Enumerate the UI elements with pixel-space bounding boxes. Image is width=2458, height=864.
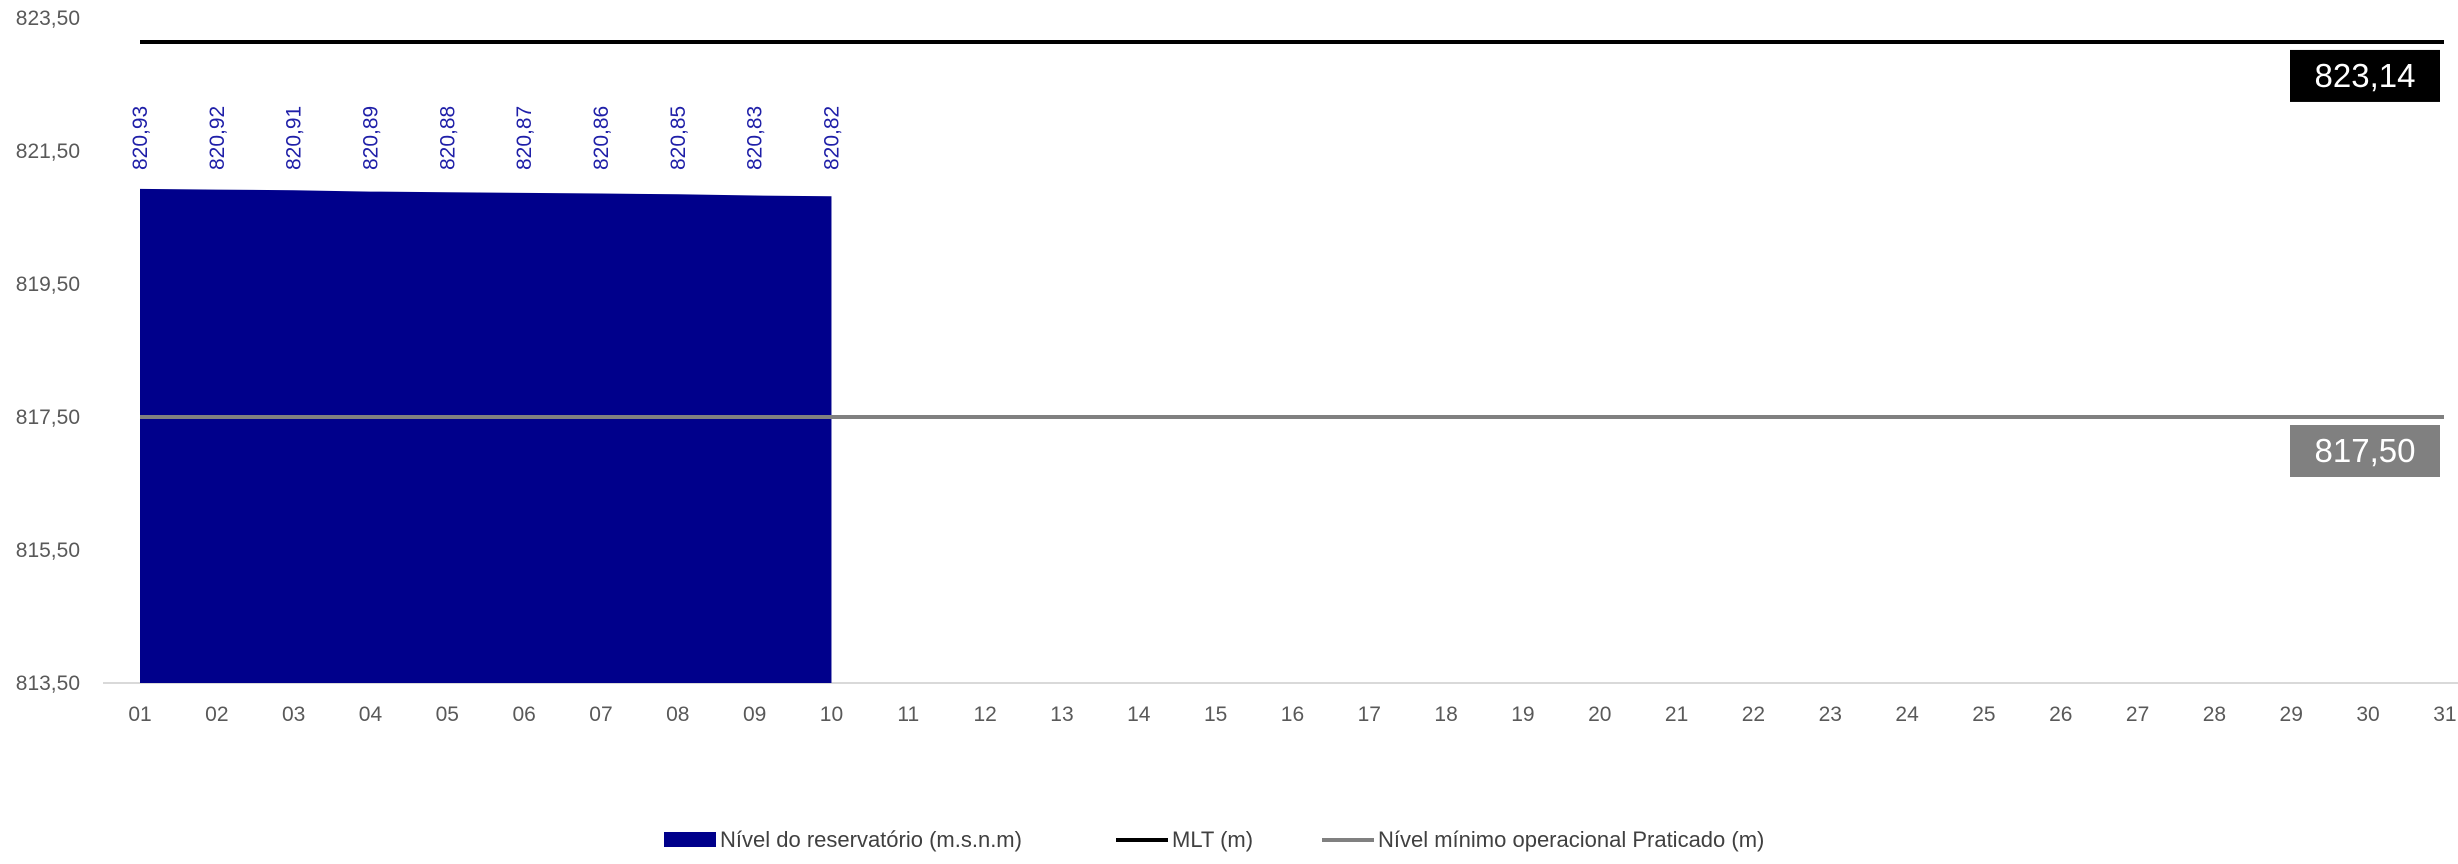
- x-tick-label: 08: [666, 703, 689, 726]
- x-tick-label: 28: [2203, 703, 2226, 726]
- x-tick-label: 02: [205, 703, 228, 726]
- y-axis-labels: 813,50 815,50 817,50 819,50 821,50 823,50: [16, 7, 80, 695]
- data-label: 820,88: [436, 106, 459, 170]
- x-tick-label: 12: [973, 703, 996, 726]
- y-tick-label: 813,50: [16, 672, 80, 695]
- x-tick-label: 30: [2356, 703, 2379, 726]
- x-tick-label: 13: [1050, 703, 1073, 726]
- x-tick-label: 10: [820, 703, 843, 726]
- data-label: 820,85: [667, 106, 690, 170]
- x-tick-label: 31: [2433, 703, 2456, 726]
- x-tick-label: 19: [1511, 703, 1534, 726]
- y-tick-label: 823,50: [16, 7, 80, 30]
- x-tick-label: 07: [589, 703, 612, 726]
- data-label: 820,91: [283, 106, 306, 170]
- plot-area: 820,93 820,92 820,91 820,89 820,88 820,87 820,…: [103, 39, 2458, 684]
- x-tick-label: 11: [897, 703, 919, 726]
- x-tick-label: 26: [2049, 703, 2072, 726]
- x-tick-label: 25: [1972, 703, 1995, 726]
- mlt-value-label: 823,14: [2315, 57, 2416, 94]
- y-tick-label: 817,50: [16, 406, 80, 429]
- data-label: 820,89: [359, 106, 382, 170]
- x-tick-label: 27: [2126, 703, 2149, 726]
- x-tick-label: 09: [743, 703, 766, 726]
- x-tick-label: 15: [1204, 703, 1227, 726]
- legend-label: Nível mínimo operacional Praticado (m): [1378, 827, 1764, 852]
- x-tick-label: 21: [1665, 703, 1688, 726]
- data-label: 820,86: [590, 106, 613, 170]
- data-label: 820,83: [744, 106, 767, 170]
- y-tick-label: 815,50: [16, 539, 80, 562]
- data-label: 820,92: [206, 106, 229, 170]
- data-label: 820,93: [129, 106, 152, 170]
- min-operational-value-box: [2290, 425, 2440, 477]
- legend: Nível do reservatório (m.s.n.m) MLT (m) Ní…: [664, 827, 1764, 852]
- data-label: 820,82: [820, 106, 843, 170]
- legend-swatch: [664, 832, 716, 847]
- y-tick-label: 821,50: [16, 140, 80, 163]
- x-tick-label: 04: [359, 703, 383, 726]
- x-tick-label: 23: [1819, 703, 1842, 726]
- x-tick-label: 22: [1742, 703, 1765, 726]
- y-tick-label: 819,50: [16, 273, 80, 296]
- x-tick-label: 17: [1358, 703, 1381, 726]
- legend-label: Nível do reservatório (m.s.n.m): [720, 827, 1022, 852]
- x-tick-label: 18: [1434, 703, 1457, 726]
- mlt-value-box: [2290, 49, 2440, 102]
- x-tick-label: 29: [2280, 703, 2303, 726]
- x-tick-label: 06: [512, 703, 535, 726]
- x-tick-label: 01: [128, 703, 151, 726]
- x-tick-label: 24: [1895, 703, 1919, 726]
- min-operational-value-label: 817,50: [2315, 432, 2416, 469]
- x-axis-labels: 01 02 03 04 05 06 07 08 09 10 11 12 13 14 15 16 17 18 19 20…: [128, 703, 2456, 726]
- x-tick-label: 20: [1588, 703, 1611, 726]
- legend-label: MLT (m): [1172, 827, 1253, 852]
- x-tick-label: 03: [282, 703, 305, 726]
- data-label: 820,87: [513, 106, 536, 170]
- area-reservoir-level: [140, 188, 832, 683]
- x-tick-label: 16: [1281, 703, 1304, 726]
- x-tick-label: 14: [1127, 703, 1151, 726]
- x-tick-label: 05: [436, 703, 459, 726]
